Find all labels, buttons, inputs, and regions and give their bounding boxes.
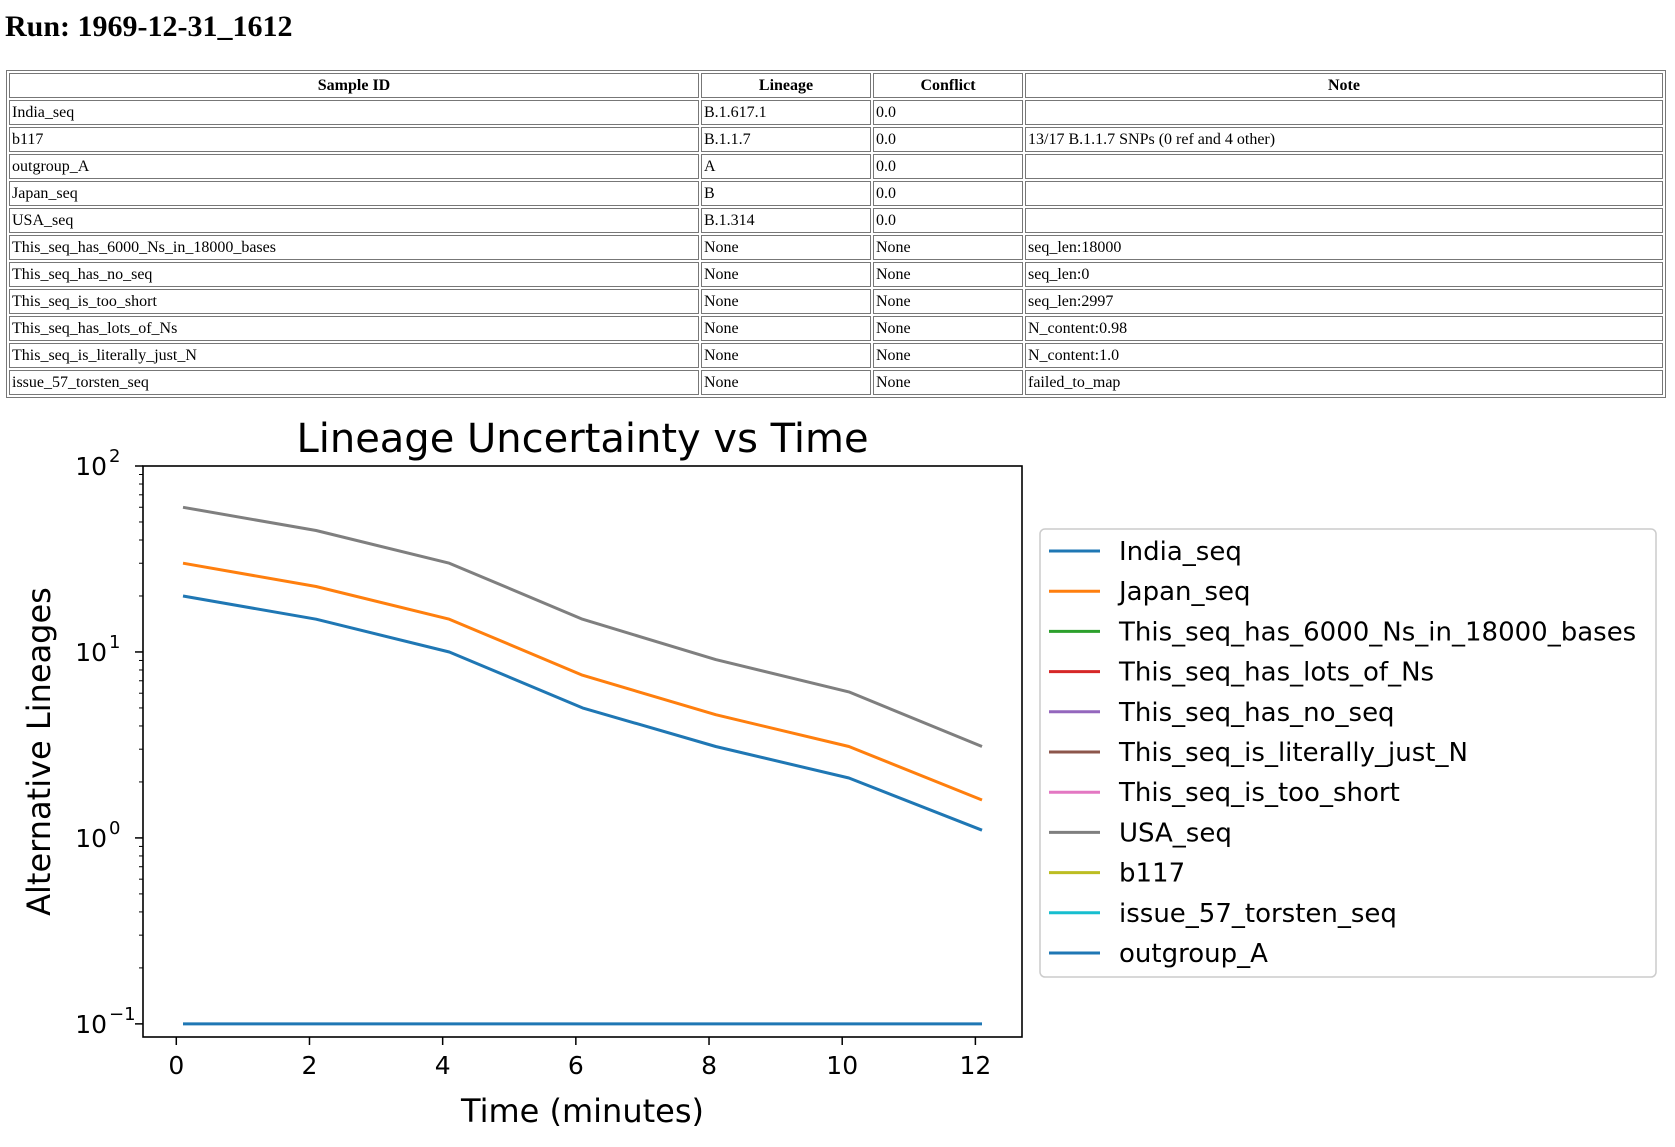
cell-sample-id: b117 <box>9 127 699 152</box>
x-tick-label: 10 <box>826 1051 858 1080</box>
cell-lineage: None <box>701 316 871 341</box>
run-title: Run: 1969-12-31_1612 <box>5 10 293 43</box>
cell-note: N_content:1.0 <box>1025 343 1663 368</box>
legend-entry: This_seq_is_literally_just_N <box>1118 738 1468 768</box>
table-row: b117 B.1.1.7 0.0 13/17 B.1.1.7 SNPs (0 ref … <box>9 127 1663 152</box>
x-tick-label: 4 <box>435 1051 451 1080</box>
table-row: This_seq_has_no_seq None None seq_len:0 <box>9 262 1663 287</box>
cell-conflict: 0.0 <box>873 100 1023 125</box>
cell-conflict: None <box>873 316 1023 341</box>
cell-lineage: B.1.617.1 <box>701 100 871 125</box>
table-row: This_seq_is_literally_just_N None None N_co… <box>9 343 1663 368</box>
cell-note <box>1025 181 1663 206</box>
y-tick-label-base: 10 <box>75 1010 107 1039</box>
cell-lineage: None <box>701 262 871 287</box>
table-row: This_seq_has_6000_Ns_in_18000_bases None N… <box>9 235 1663 260</box>
x-tick-label: 8 <box>701 1051 717 1080</box>
cell-lineage: None <box>701 370 871 395</box>
cell-sample-id: USA_seq <box>9 208 699 233</box>
x-tick-label: 0 <box>168 1051 184 1080</box>
y-tick-label-exponent: 0 <box>109 818 120 839</box>
cell-lineage: A <box>701 154 871 179</box>
cell-sample-id: This_seq_is_literally_just_N <box>9 343 699 368</box>
legend-entry: This_seq_is_too_short <box>1118 778 1400 808</box>
cell-sample-id: Japan_seq <box>9 181 699 206</box>
y-tick-label-exponent: 2 <box>109 446 120 467</box>
cell-sample-id: outgroup_A <box>9 154 699 179</box>
cell-conflict: 0.0 <box>873 154 1023 179</box>
cell-sample-id: This_seq_has_no_seq <box>9 262 699 287</box>
series-line-japan-seq <box>182 561 983 802</box>
header-sample-id: Sample ID <box>9 73 699 98</box>
y-tick-label-base: 10 <box>75 452 107 481</box>
table-header-row: Sample ID Lineage Conflict Note <box>9 73 1663 98</box>
legend-entry: India_seq <box>1119 537 1242 567</box>
table-row: This_seq_has_lots_of_Ns None None N_content… <box>9 316 1663 341</box>
lineage-uncertainty-chart: Lineage Uncertainty vs Time Time (minutes… <box>20 416 1657 1130</box>
x-tick-label: 6 <box>568 1051 584 1080</box>
legend-entry: issue_57_torsten_seq <box>1119 899 1397 929</box>
series-line-usa-seq <box>182 505 983 748</box>
header-note: Note <box>1025 73 1663 98</box>
legend-entry: This_seq_has_6000_Ns_in_18000_bases <box>1118 617 1636 647</box>
table-row: This_seq_is_too_short None None seq_len:299… <box>9 289 1663 314</box>
legend-entry: b117 <box>1119 859 1185 889</box>
cell-note: seq_len:18000 <box>1025 235 1663 260</box>
y-tick-label-exponent: −1 <box>109 1004 136 1025</box>
table-row: outgroup_A A 0.0 <box>9 154 1663 179</box>
cell-note: seq_len:2997 <box>1025 289 1663 314</box>
cell-lineage: None <box>701 235 871 260</box>
table-row: Japan_seq B 0.0 <box>9 181 1663 206</box>
legend-entry: This_seq_has_lots_of_Ns <box>1118 658 1434 688</box>
cell-note <box>1025 154 1663 179</box>
header-conflict: Conflict <box>873 73 1023 98</box>
x-axis-label: Time (minutes) <box>460 1092 704 1130</box>
table-row: USA_seq B.1.314 0.0 <box>9 208 1663 233</box>
cell-note: failed_to_map <box>1025 370 1663 395</box>
cell-conflict: 0.0 <box>873 208 1023 233</box>
cell-conflict: None <box>873 343 1023 368</box>
y-tick-label-base: 10 <box>75 638 107 667</box>
cell-conflict: 0.0 <box>873 127 1023 152</box>
legend-entry: Japan_seq <box>1117 577 1251 607</box>
x-tick-label: 12 <box>959 1051 991 1080</box>
legend-entry: This_seq_has_no_seq <box>1118 698 1395 728</box>
cell-conflict: None <box>873 262 1023 287</box>
cell-sample-id: This_seq_has_lots_of_Ns <box>9 316 699 341</box>
results-table: Sample ID Lineage Conflict Note India_se… <box>6 70 1666 398</box>
cell-conflict: None <box>873 289 1023 314</box>
legend-box <box>1039 528 1657 978</box>
chart-title: Lineage Uncertainty vs Time <box>296 416 868 462</box>
cell-note: N_content:0.98 <box>1025 316 1663 341</box>
y-axis-label: Alternative Lineages <box>20 587 58 916</box>
x-tick-label: 2 <box>302 1051 318 1080</box>
cell-note: seq_len:0 <box>1025 262 1663 287</box>
cell-sample-id: This_seq_has_6000_Ns_in_18000_bases <box>9 235 699 260</box>
cell-sample-id: This_seq_is_too_short <box>9 289 699 314</box>
table-row: India_seq B.1.617.1 0.0 <box>9 100 1663 125</box>
cell-sample-id: issue_57_torsten_seq <box>9 370 699 395</box>
cell-sample-id: India_seq <box>9 100 699 125</box>
cell-lineage: None <box>701 289 871 314</box>
y-tick-label-base: 10 <box>75 824 107 853</box>
legend-entry: outgroup_A <box>1119 939 1268 969</box>
table-row: issue_57_torsten_seq None None failed_to_ma… <box>9 370 1663 395</box>
cell-note: 13/17 B.1.1.7 SNPs (0 ref and 4 other) <box>1025 127 1663 152</box>
y-tick-label-exponent: 1 <box>109 632 120 653</box>
cell-note <box>1025 208 1663 233</box>
cell-lineage: B.1.1.7 <box>701 127 871 152</box>
cell-conflict: None <box>873 370 1023 395</box>
cell-lineage: None <box>701 343 871 368</box>
cell-conflict: None <box>873 235 1023 260</box>
cell-lineage: B <box>701 181 871 206</box>
cell-lineage: B.1.314 <box>701 208 871 233</box>
legend-entry: USA_seq <box>1119 818 1232 848</box>
cell-conflict: 0.0 <box>873 181 1023 206</box>
series-line-india-seq <box>182 594 983 832</box>
axes-frame <box>142 465 1023 1038</box>
header-lineage: Lineage <box>701 73 871 98</box>
cell-note <box>1025 100 1663 125</box>
